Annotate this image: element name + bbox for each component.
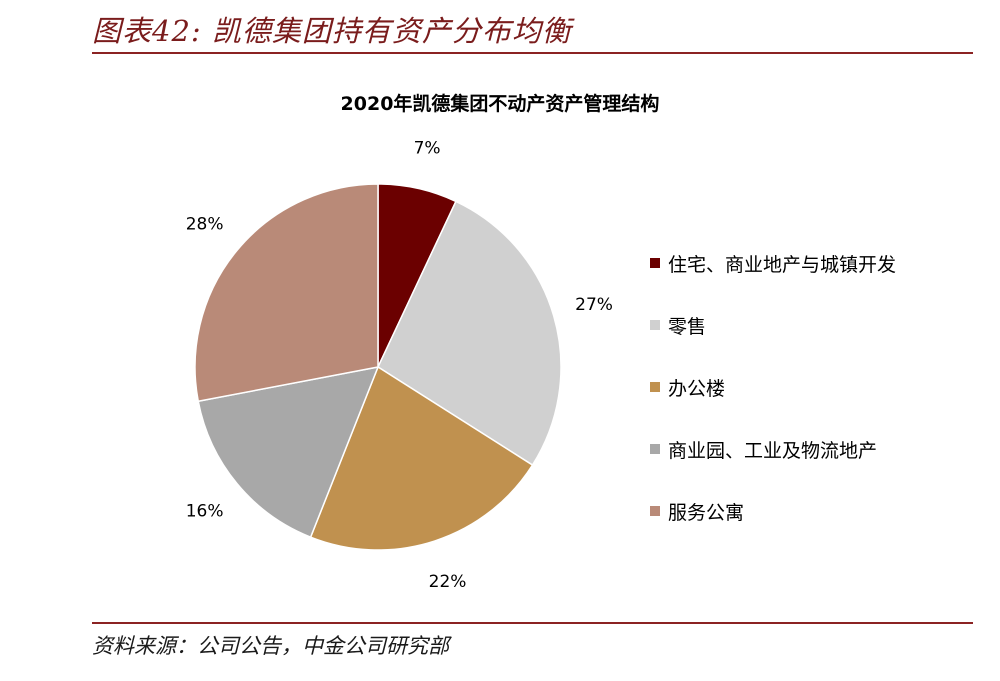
pie-slice xyxy=(194,183,379,403)
legend-item: 商业园、工业及物流地产 xyxy=(650,418,896,480)
chart-legend: 住宅、商业地产与城镇开发 零售 办公楼 商业园、工业及物流地产 服务公寓 xyxy=(650,232,896,542)
legend-swatch xyxy=(650,320,660,330)
legend-label: 服务公寓 xyxy=(668,501,745,524)
source-note: 资料来源：公司公告，中金公司研究部 xyxy=(92,634,449,658)
slice-value-label: 22% xyxy=(429,572,467,592)
bottom-divider xyxy=(92,622,973,624)
legend-item: 零售 xyxy=(650,294,896,356)
slice-value-label: 28% xyxy=(186,215,224,235)
pie-slice xyxy=(309,365,534,551)
legend-swatch xyxy=(650,444,660,454)
legend-swatch xyxy=(650,258,660,268)
pie-slice xyxy=(197,366,380,539)
slice-value-label: 16% xyxy=(186,501,224,521)
top-divider xyxy=(92,52,973,54)
figure-caption: 图表42: 凯德集团持有资产分布均衡 xyxy=(92,14,572,48)
chart-title: 2020年凯德集团不动产资产管理结构 xyxy=(340,93,660,115)
legend-item: 办公楼 xyxy=(650,356,896,418)
legend-label: 办公楼 xyxy=(668,377,726,400)
legend-swatch xyxy=(650,506,660,516)
pie-slice xyxy=(377,200,562,467)
legend-item: 服务公寓 xyxy=(650,480,896,542)
legend-label: 住宅、商业地产与城镇开发 xyxy=(668,253,897,276)
slice-value-label: 27% xyxy=(575,295,613,315)
legend-swatch xyxy=(650,382,660,392)
slice-value-label: 7% xyxy=(414,138,441,158)
legend-label: 零售 xyxy=(668,315,707,338)
legend-item: 住宅、商业地产与城镇开发 xyxy=(650,232,896,294)
legend-label: 商业园、工业及物流地产 xyxy=(668,439,878,462)
